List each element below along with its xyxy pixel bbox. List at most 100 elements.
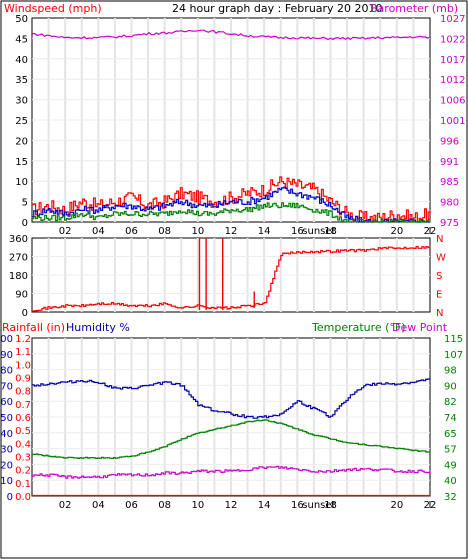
y-tick-humidity: 80 bbox=[0, 366, 13, 377]
bottom-right-label-2: Dew Point bbox=[392, 321, 448, 334]
x-tick-label: 14 bbox=[258, 226, 271, 237]
y-tick-humidity: 10 bbox=[0, 476, 13, 487]
y-tick-humidity: 100 bbox=[0, 334, 13, 345]
series-line bbox=[31, 29, 431, 41]
x-tick-label: 10 bbox=[191, 226, 204, 237]
y-tick-left: 90 bbox=[15, 290, 28, 301]
y-tick-right: 1006 bbox=[440, 96, 465, 107]
y-tick-right: 991 bbox=[440, 157, 459, 168]
y-tick-left: 180 bbox=[9, 271, 28, 282]
y-tick-temperature: 107 bbox=[444, 350, 463, 361]
x-tick-label: sunset bbox=[302, 226, 335, 237]
y-tick-left: 40 bbox=[15, 55, 28, 66]
y-tick-right: 996 bbox=[440, 136, 459, 147]
y-tick-humidity: 40 bbox=[0, 429, 13, 440]
bottom-left-label: Rainfall (in) bbox=[2, 321, 65, 334]
y-tick-rain: 0.2 bbox=[15, 466, 31, 477]
y-tick-rain: 0.4 bbox=[15, 439, 31, 450]
y-tick-temperature: 98 bbox=[444, 366, 457, 377]
y-tick-rain: 0.3 bbox=[15, 453, 31, 464]
y-tick-right: 1022 bbox=[440, 34, 465, 45]
y-tick-left: 0 bbox=[22, 218, 28, 229]
y-tick-left: 25 bbox=[15, 116, 28, 127]
compass-label: N bbox=[436, 308, 443, 319]
y-tick-rain: 0.6 bbox=[15, 413, 31, 424]
y-tick-right: 985 bbox=[440, 177, 459, 188]
x-tick-label: 08 bbox=[158, 226, 171, 237]
y-tick-rain: 1.1 bbox=[15, 347, 31, 358]
y-tick-left: 45 bbox=[15, 34, 28, 45]
top-right-label: Barometer (mb) bbox=[370, 2, 458, 15]
y-tick-temperature: 49 bbox=[444, 460, 457, 471]
x-tick-label: 04 bbox=[92, 500, 105, 511]
y-tick-rain: 0.5 bbox=[15, 426, 31, 437]
x-tick-label: 12 bbox=[225, 226, 238, 237]
y-tick-left: 50 bbox=[15, 14, 28, 25]
x-tick-label: 12 bbox=[225, 500, 238, 511]
y-tick-left: 270 bbox=[9, 253, 28, 264]
y-tick-rain: 0.7 bbox=[15, 400, 31, 411]
y-tick-left: 15 bbox=[15, 157, 28, 168]
x-tick-label: 02 bbox=[59, 500, 72, 511]
y-tick-rain: 0.9 bbox=[15, 374, 31, 385]
y-tick-rain: 0.0 bbox=[15, 492, 31, 503]
top-left-label: Windspeed (mph) bbox=[4, 2, 102, 15]
bottom-right-label: Temperature (°F) bbox=[311, 321, 406, 334]
x-tick-label: 06 bbox=[125, 226, 138, 237]
y-tick-left: 20 bbox=[15, 136, 28, 147]
y-tick-right: 1001 bbox=[440, 116, 465, 127]
y-tick-temperature: 57 bbox=[444, 445, 457, 456]
y-tick-right: 1017 bbox=[440, 55, 465, 66]
series-line bbox=[32, 245, 431, 312]
y-tick-right: 980 bbox=[440, 198, 459, 209]
series-line bbox=[32, 176, 431, 223]
series-line bbox=[32, 465, 431, 479]
y-tick-right: 1027 bbox=[440, 14, 465, 25]
x-tick-label: 16 bbox=[291, 500, 304, 511]
x-tick-label: 16 bbox=[291, 226, 304, 237]
y-tick-left: 5 bbox=[22, 198, 28, 209]
x-tick-label: 04 bbox=[92, 226, 105, 237]
y-tick-left: 0 bbox=[22, 308, 28, 319]
y-tick-right: 975 bbox=[440, 218, 459, 229]
y-tick-humidity: 70 bbox=[0, 381, 13, 392]
x-tick-label: 20 bbox=[390, 500, 403, 511]
compass-label: W bbox=[436, 253, 446, 264]
bottom-left-label-2: Humidity % bbox=[66, 321, 130, 334]
series-line bbox=[32, 202, 431, 223]
y-tick-humidity: 90 bbox=[0, 350, 13, 361]
y-tick-temperature: 65 bbox=[444, 429, 457, 440]
y-tick-temperature: 40 bbox=[444, 476, 457, 487]
y-tick-right: 1012 bbox=[440, 75, 465, 86]
y-tick-left: 360 bbox=[9, 234, 28, 245]
chart-title: 24 hour graph day : February 20 2010 bbox=[172, 2, 383, 15]
x-tick-label: 20 bbox=[390, 226, 403, 237]
y-tick-rain: 1.0 bbox=[15, 360, 31, 371]
x-tick-label: 10 bbox=[191, 500, 204, 511]
y-tick-humidity: 20 bbox=[0, 460, 13, 471]
y-tick-temperature: 32 bbox=[444, 492, 457, 503]
x-tick-label: 22 bbox=[424, 226, 437, 237]
y-tick-humidity: 30 bbox=[0, 445, 13, 456]
y-tick-left: 10 bbox=[15, 177, 28, 188]
x-tick-label: I bbox=[429, 500, 432, 511]
y-tick-humidity: 50 bbox=[0, 413, 13, 424]
x-tick-label: 02 bbox=[59, 226, 72, 237]
y-tick-humidity: 60 bbox=[0, 397, 13, 408]
x-tick-label: 14 bbox=[258, 500, 271, 511]
y-tick-humidity: 0 bbox=[7, 492, 13, 503]
compass-label: E bbox=[436, 290, 442, 301]
series-line bbox=[32, 377, 431, 419]
x-tick-label: I bbox=[429, 226, 432, 237]
series-line bbox=[32, 419, 431, 459]
y-tick-left: 30 bbox=[15, 96, 28, 107]
x-tick-label: 18 bbox=[324, 226, 337, 237]
y-tick-temperature: 90 bbox=[444, 381, 457, 392]
x-tick-label: sunset bbox=[302, 500, 335, 511]
y-tick-rain: 0.8 bbox=[15, 387, 31, 398]
y-tick-left: 35 bbox=[15, 75, 28, 86]
compass-label: N bbox=[436, 234, 443, 245]
x-tick-label: 18 bbox=[324, 500, 337, 511]
